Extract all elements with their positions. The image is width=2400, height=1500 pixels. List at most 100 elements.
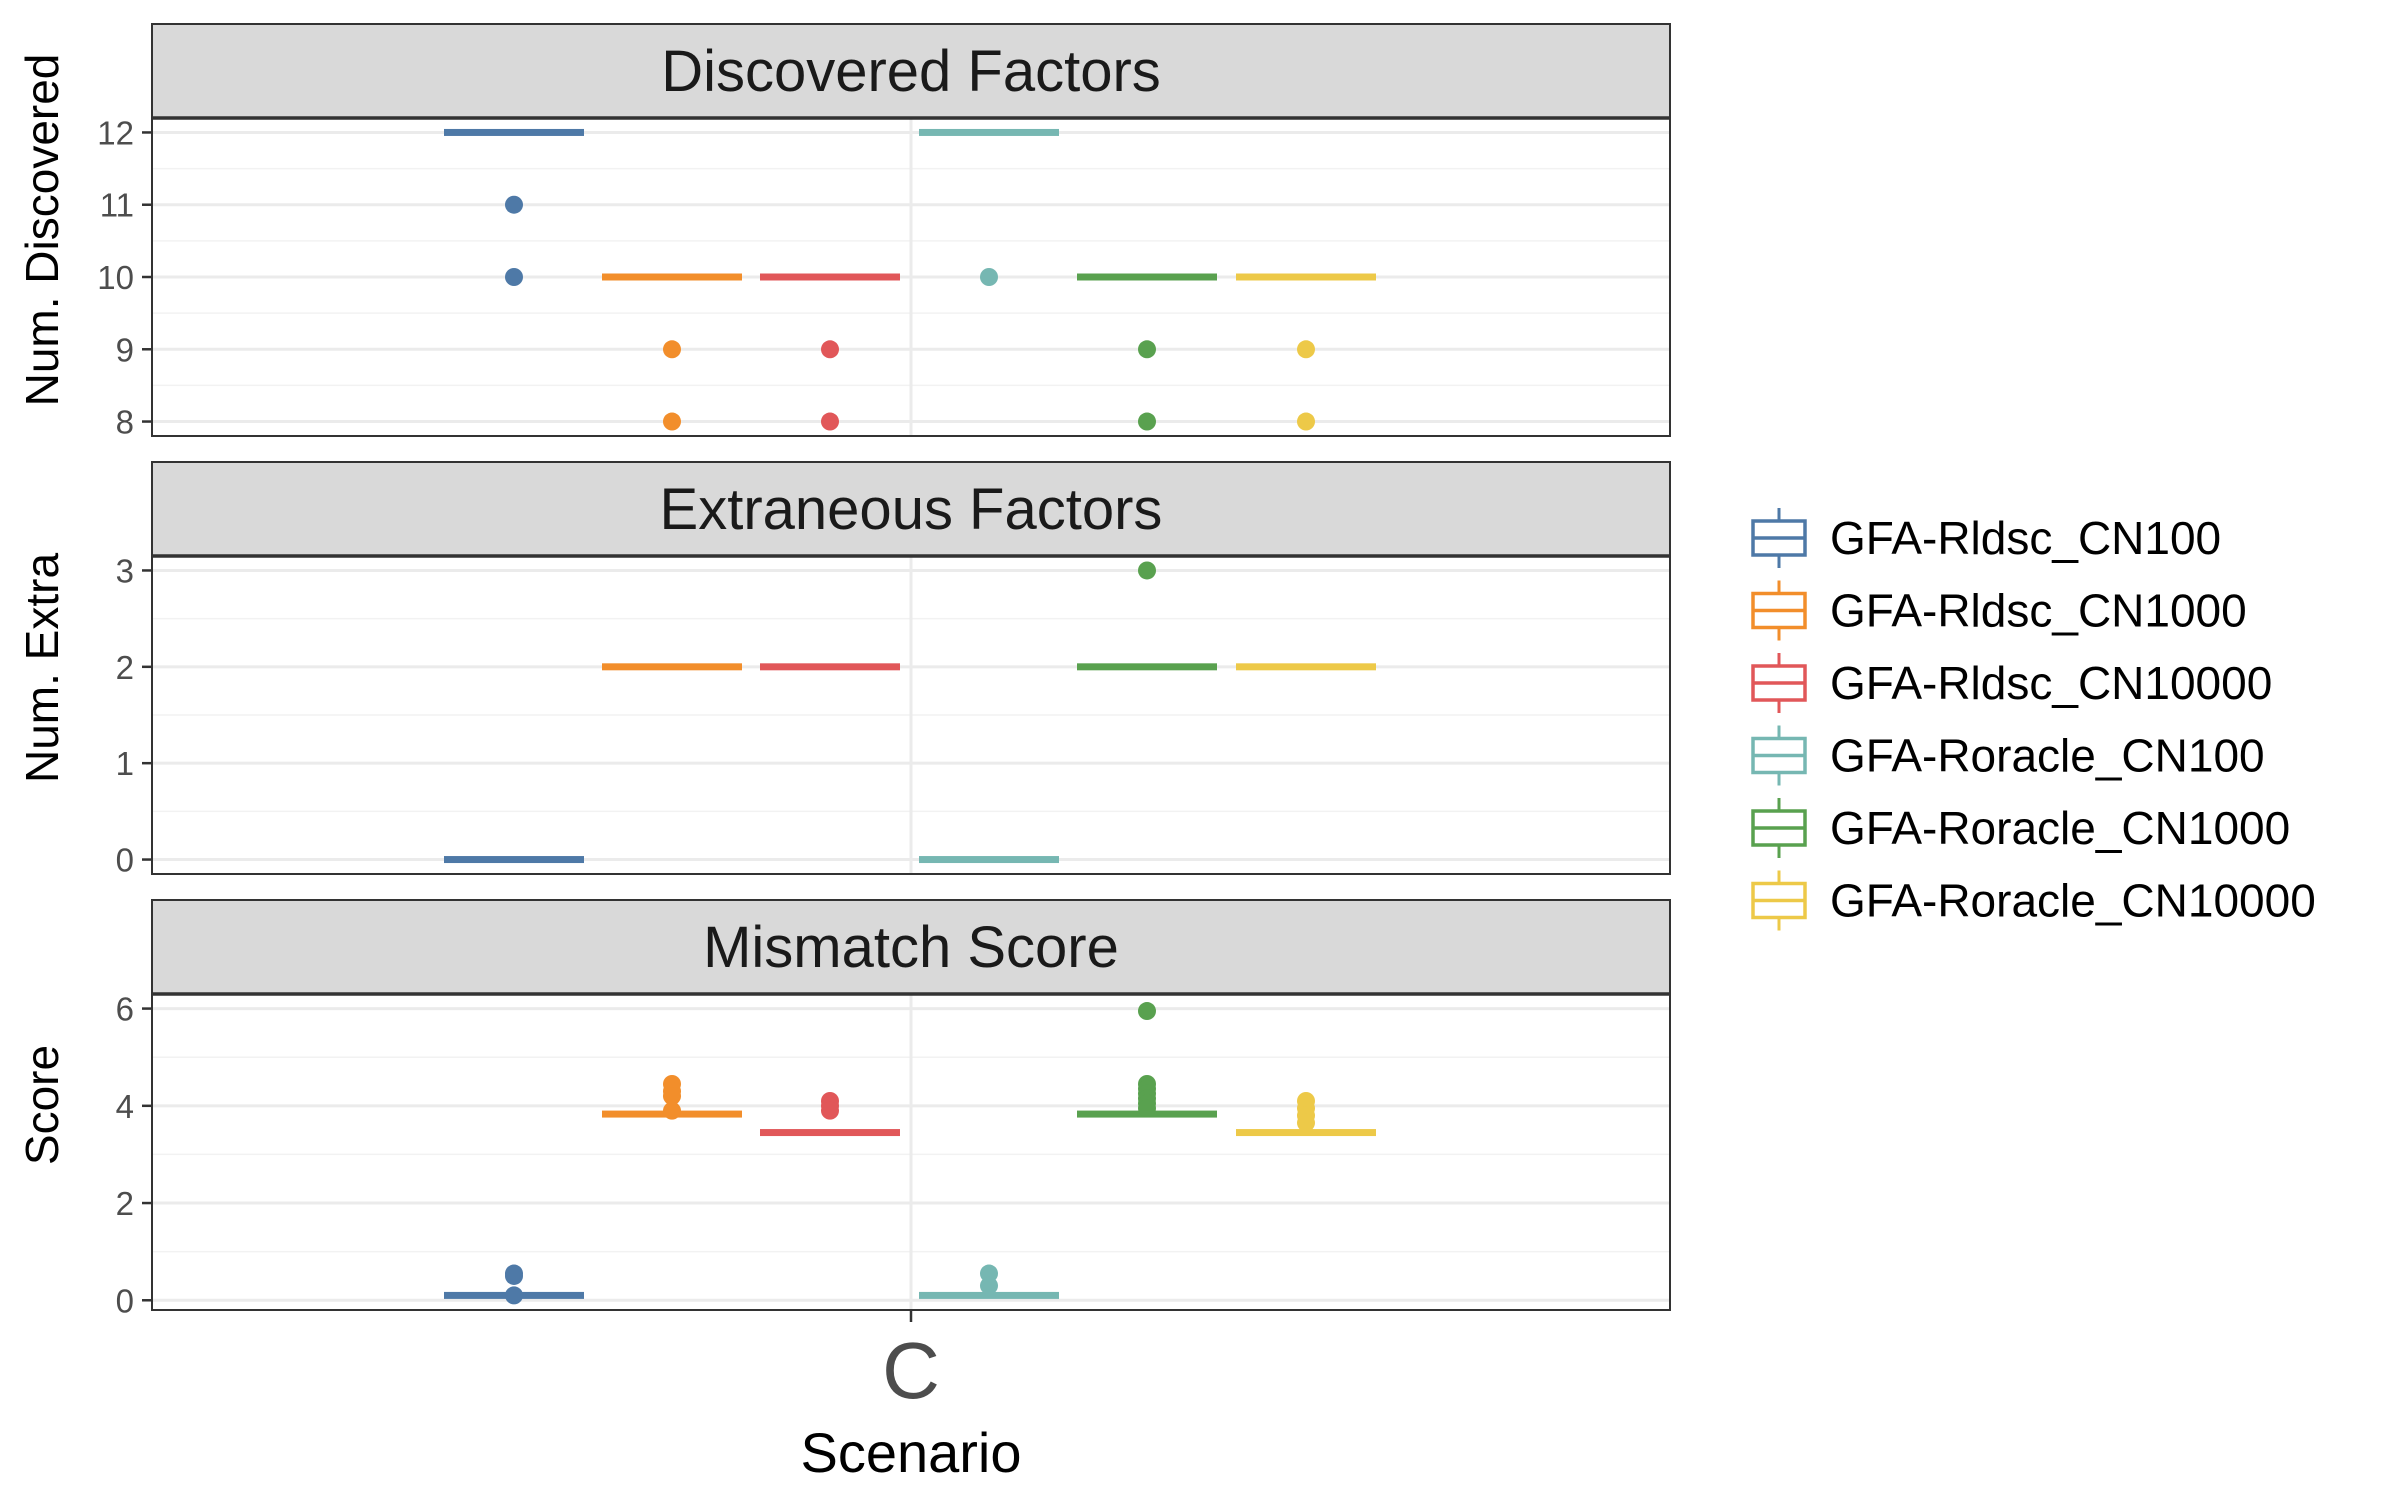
box-GFA-Roracle_CN10000	[1236, 663, 1376, 671]
outlier-point	[505, 1286, 523, 1305]
box-GFA-Roracle_CN100	[919, 856, 1059, 864]
box-GFA-Rldsc_CN100	[444, 856, 584, 864]
legend-key	[1751, 653, 1807, 713]
legend-label: GFA-Roracle_CN100	[1830, 730, 2265, 782]
facet-panel: Mismatch Score 0 2 4 6 Score	[16, 899, 1671, 1319]
outlier-point	[1138, 561, 1156, 580]
box-median	[602, 663, 742, 671]
y-axis-title: Num. Extra	[16, 553, 68, 783]
box-GFA-Roracle_CN1000	[1077, 273, 1217, 431]
outlier-point	[1138, 1002, 1156, 1021]
box-GFA-Roracle_CN1000	[1077, 1002, 1217, 1118]
legend-key	[1751, 580, 1807, 641]
outlier-point	[1297, 340, 1315, 359]
legend-item: GFA-Rldsc_CN10000	[1751, 653, 2272, 713]
box-GFA-Rldsc_CN100	[444, 1264, 584, 1305]
outlier-point	[1297, 412, 1315, 431]
facet-panel: Extraneous Factors 0 1 2 3 Num. Extra	[16, 461, 1671, 879]
box-GFA-Rldsc_CN1000	[602, 663, 742, 671]
x-tick-label: C	[882, 1326, 940, 1415]
y-tick-label: 0	[116, 1282, 134, 1319]
y-tick-label: 3	[116, 552, 134, 589]
y-axis-title: Num. Discovered	[16, 54, 68, 407]
legend-item: GFA-Roracle_CN100	[1751, 725, 2265, 786]
box-median	[919, 856, 1059, 864]
outlier-point	[821, 340, 839, 359]
strip-title: Discovered Factors	[661, 39, 1161, 104]
box-GFA-Rldsc_CN1000	[602, 1074, 742, 1120]
legend-key	[1751, 725, 1807, 786]
legend-item: GFA-Rldsc_CN1000	[1751, 580, 2247, 641]
box-median	[1236, 663, 1376, 671]
outlier-point	[821, 1101, 839, 1120]
outlier-point	[1138, 412, 1156, 431]
box-GFA-Rldsc_CN10000	[760, 663, 900, 671]
box-median	[444, 856, 584, 864]
legend-label: GFA-Rldsc_CN10000	[1830, 657, 2272, 709]
box-GFA-Roracle_CN1000	[1077, 561, 1217, 671]
box-median	[760, 273, 900, 281]
strip-title: Extraneous Factors	[660, 477, 1163, 542]
outlier-point	[980, 268, 998, 286]
box-median	[1236, 273, 1376, 281]
outlier-point	[1138, 340, 1156, 359]
box-median	[1236, 1129, 1376, 1137]
box-GFA-Rldsc_CN10000	[760, 1091, 900, 1137]
legend-item: GFA-Rldsc_CN100	[1751, 508, 2221, 568]
box-GFA-Rldsc_CN1000	[602, 273, 742, 431]
box-median	[760, 1129, 900, 1137]
outlier-point	[505, 268, 523, 286]
outlier-point	[1297, 1113, 1315, 1132]
y-tick-label: 12	[97, 114, 134, 151]
legend-label: GFA-Rldsc_CN1000	[1830, 585, 2247, 637]
strip-background	[151, 899, 1671, 995]
strip-background	[151, 461, 1671, 557]
legend-key	[1751, 870, 1807, 931]
box-median	[760, 663, 900, 671]
outlier-point	[663, 1087, 681, 1106]
x-axis: C Scenario	[800, 1310, 1022, 1484]
y-tick-label: 2	[116, 1185, 134, 1222]
box-GFA-Roracle_CN100	[919, 128, 1059, 286]
legend: GFA-Rldsc_CN100 GFA-Rldsc_CN1000 GFA-Rldsc…	[1751, 508, 2316, 931]
y-tick-label: 11	[100, 187, 134, 224]
outlier-point	[980, 1276, 998, 1295]
y-tick-label: 4	[116, 1088, 134, 1125]
outlier-point	[663, 1101, 681, 1120]
box-GFA-Roracle_CN100	[919, 1264, 1059, 1299]
y-tick-label: 2	[116, 649, 134, 686]
box-GFA-Roracle_CN10000	[1236, 273, 1376, 431]
legend-key	[1751, 798, 1807, 858]
x-axis-title: Scenario	[800, 1421, 1021, 1484]
box-median	[919, 128, 1059, 136]
y-tick-label: 1	[116, 745, 134, 782]
box-GFA-Roracle_CN10000	[1236, 1091, 1376, 1137]
box-median	[919, 1291, 1059, 1299]
legend-label: GFA-Rldsc_CN100	[1830, 512, 2221, 564]
box-median	[1077, 663, 1217, 671]
box-median	[1077, 273, 1217, 281]
box-GFA-Rldsc_CN100	[444, 128, 584, 286]
y-tick-label: 8	[116, 404, 134, 441]
y-axis-title: Score	[16, 1045, 68, 1165]
box-median	[602, 273, 742, 281]
facet-panel: Discovered Factors 8 9 10 11 12 Num. Discovere…	[16, 23, 1671, 441]
outlier-point	[663, 412, 681, 431]
outlier-point	[505, 1264, 523, 1283]
strip-title: Mismatch Score	[703, 915, 1119, 980]
legend-item: GFA-Roracle_CN10000	[1751, 870, 2316, 931]
y-tick-label: 0	[116, 842, 134, 879]
outlier-point	[663, 340, 681, 359]
y-tick-label: 9	[116, 331, 134, 368]
legend-label: GFA-Roracle_CN10000	[1830, 875, 2316, 927]
outlier-point	[505, 195, 523, 214]
outlier-point	[1138, 1099, 1156, 1118]
box-median	[444, 128, 584, 136]
legend-key	[1751, 508, 1807, 568]
legend-item: GFA-Roracle_CN1000	[1751, 798, 2290, 858]
box-GFA-Rldsc_CN10000	[760, 273, 900, 431]
y-tick-label: 10	[97, 259, 134, 296]
legend-label: GFA-Roracle_CN1000	[1830, 802, 2290, 854]
